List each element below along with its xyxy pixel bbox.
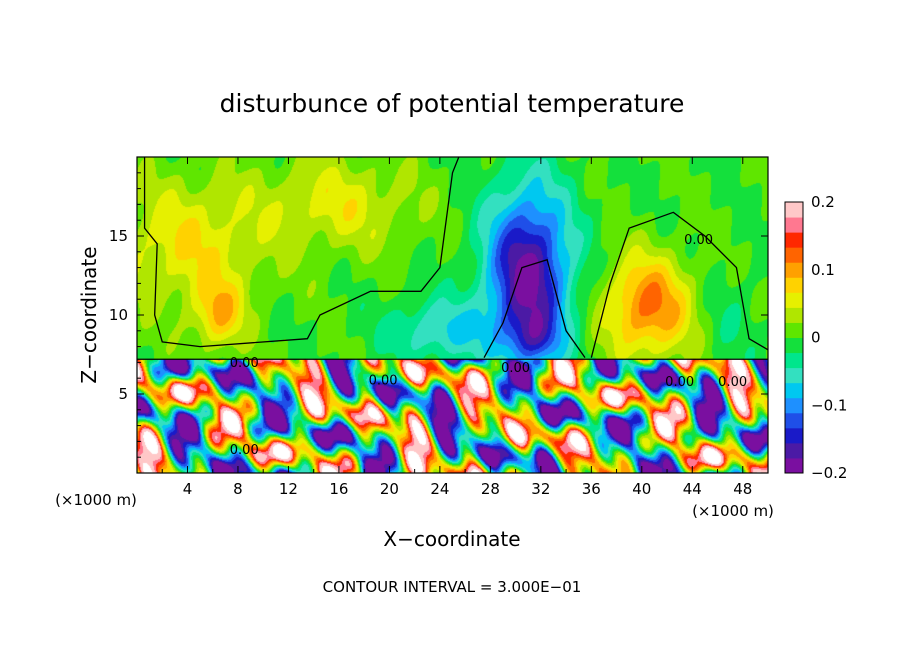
colorbar-swatch <box>785 247 803 263</box>
contour-interval-note: CONTOUR INTERVAL = 3.000E−01 <box>323 578 582 596</box>
x-tick-label: 40 <box>632 480 651 498</box>
x-tick-label: 24 <box>430 480 449 498</box>
y-tick-label: 15 <box>109 227 128 245</box>
x-tick-label: 32 <box>531 480 550 498</box>
colorbar-swatch <box>785 367 803 384</box>
x-axis-unit-right: (×1000 m) <box>692 502 774 520</box>
colorbar-frame <box>784 201 804 474</box>
colorbar-tick-label: 0.1 <box>811 261 835 279</box>
x-tick-label: 48 <box>733 480 752 498</box>
x-tick-label: 36 <box>582 480 601 498</box>
colorbar-swatch <box>785 202 803 218</box>
colorbar-tick-label: −0.1 <box>811 396 847 414</box>
colorbar-swatch <box>785 262 803 278</box>
colorbar-tick-label: −0.2 <box>811 464 847 482</box>
colorbar-swatch <box>785 292 803 308</box>
contour-label: 0.00 <box>230 356 259 371</box>
colorbar-swatch <box>785 337 803 354</box>
x-tick-label: 44 <box>683 480 702 498</box>
contour-label: 0.00 <box>718 375 747 390</box>
zero-contour-line <box>143 156 460 348</box>
chart-title: disturbunce of potential temperature <box>220 89 685 118</box>
field-raster <box>137 157 768 473</box>
x-tick-label: 28 <box>481 480 500 498</box>
contour-label: 0.00 <box>501 361 530 376</box>
y-axis: 5 10 15 <box>109 172 768 458</box>
colorbar-swatch <box>785 217 803 233</box>
colorbar-swatch <box>785 412 803 429</box>
y-tick-label: 10 <box>109 306 128 324</box>
colorbar-swatch <box>785 457 803 474</box>
colorbar-swatch <box>785 382 803 399</box>
contour-label: 0.00 <box>369 374 398 389</box>
colorbar-swatch <box>785 322 803 338</box>
contour-label: 0.00 <box>230 443 259 458</box>
y-axis-label: Z−coordinate <box>77 246 101 383</box>
colorbar-swatch <box>785 427 803 444</box>
x-axis: 4 8 12 16 20 24 28 32 36 40 44 48 <box>161 157 752 498</box>
x-axis-label: X−coordinate <box>383 527 520 551</box>
colorbar-tick-label: 0.2 <box>811 193 835 211</box>
zero-contour-line <box>590 211 769 358</box>
x-axis-unit-left: (×1000 m) <box>55 491 137 509</box>
y-tick-label: 5 <box>118 385 128 403</box>
x-tick-label: 16 <box>329 480 348 498</box>
plot-area: 0.00 0.00 0.00 0.00 0.00 0.00 0.00 <box>136 156 769 474</box>
x-tick-label: 8 <box>233 480 243 498</box>
colorbar-swatch <box>785 277 803 293</box>
x-tick-label: 20 <box>380 480 399 498</box>
colorbar-swatch <box>785 232 803 248</box>
colorbar-swatch <box>785 397 803 414</box>
zero-contour-line <box>483 258 586 359</box>
colorbar-tick-label: 0 <box>811 329 821 347</box>
colorbar: 0.2 0.1 0 −0.1 −0.2 <box>784 193 847 482</box>
contour-label: 0.00 <box>684 233 713 248</box>
colorbar-swatch <box>785 307 803 323</box>
x-tick-label: 12 <box>279 480 298 498</box>
colorbar-swatch <box>785 352 803 369</box>
colorbar-swatch <box>785 442 803 459</box>
contour-label: 0.00 <box>665 375 694 390</box>
x-tick-label: 4 <box>183 480 193 498</box>
